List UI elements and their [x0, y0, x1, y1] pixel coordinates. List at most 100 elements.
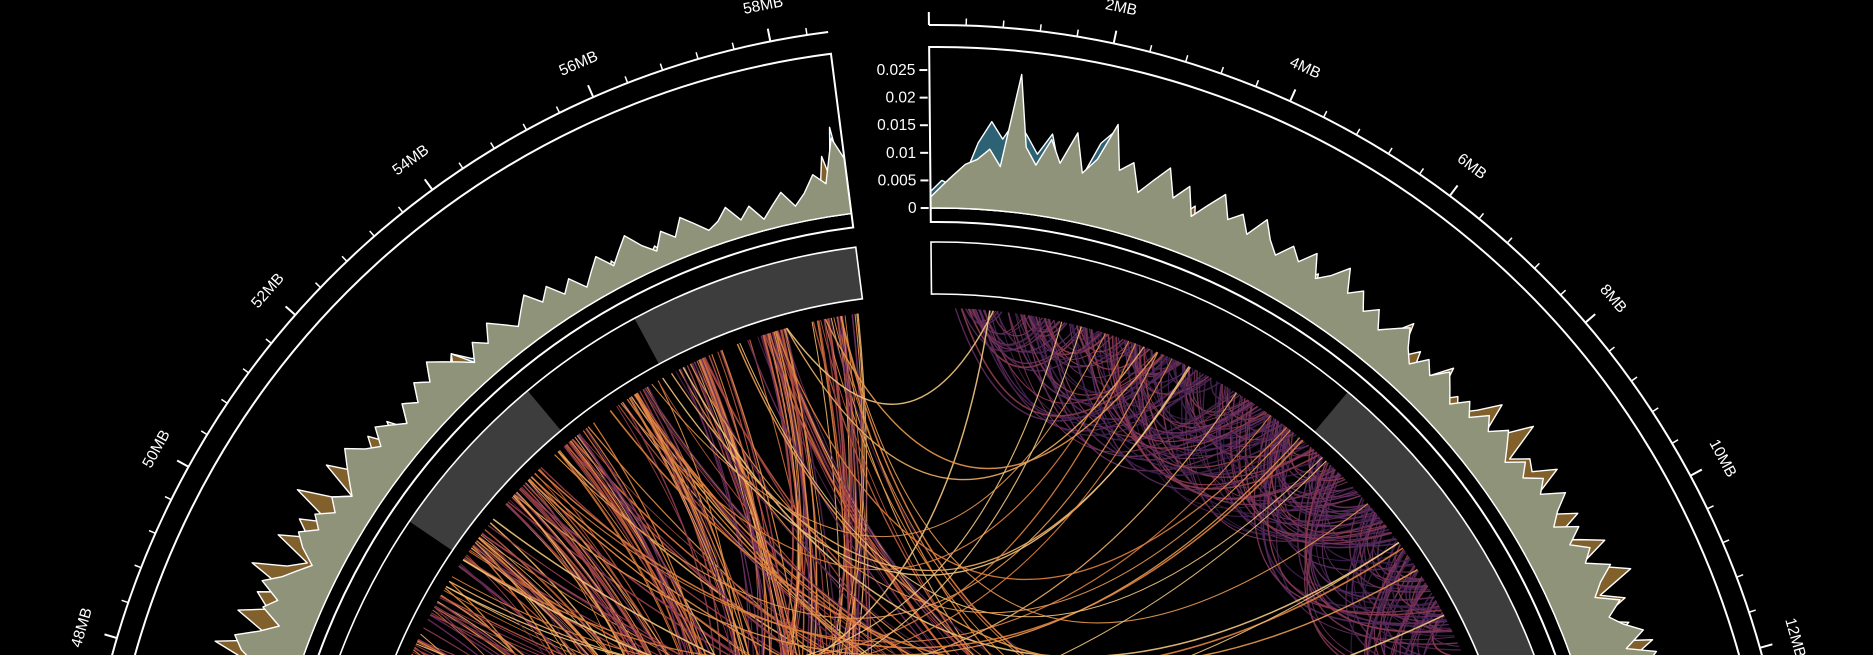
chord-link: [629, 397, 737, 655]
mb-minor-tick: [624, 76, 629, 84]
chord-link: [534, 415, 1272, 643]
chord-link: [1387, 539, 1430, 591]
mb-minor-tick: [265, 338, 272, 344]
chord-link: [774, 331, 813, 655]
mb-tick-label: 10MB: [1705, 437, 1739, 481]
axis-arc: [111, 30, 829, 655]
chord-link: [675, 370, 936, 655]
mb-major-tick: [1689, 468, 1703, 477]
chord-link: [839, 316, 860, 655]
chord-link: [1409, 606, 1440, 655]
mb-minor-tick: [1506, 237, 1513, 244]
chord-link: [982, 309, 1068, 353]
value-axis-label: 0.01: [886, 145, 916, 162]
chord-link: [489, 522, 612, 655]
value-axis-label: 0: [908, 200, 917, 217]
mb-minor-tick: [1722, 539, 1730, 544]
chord-link: [528, 479, 748, 655]
chord-link: [836, 316, 857, 655]
chord-link: [760, 335, 821, 655]
chord-link: [827, 318, 846, 655]
chord-link: [537, 439, 1304, 649]
mb-minor-tick: [397, 206, 404, 213]
chord-link: [829, 316, 851, 655]
mb-major-tick: [1112, 30, 1118, 44]
chord-link: [1236, 395, 1373, 522]
chord-link: [509, 499, 639, 655]
chord-link: [1226, 387, 1268, 420]
mb-minor-tick: [1748, 609, 1756, 613]
cross-links: [415, 310, 1445, 655]
chord-link: [530, 476, 781, 655]
chord-link: [525, 482, 652, 655]
value-axis: 0.025 0.02 0.015 0.01 0.005 0: [877, 62, 929, 217]
track-right: [928, 46, 1741, 655]
chord-link: [554, 352, 1159, 619]
chord-link: [700, 358, 789, 655]
chord-link: [557, 450, 818, 655]
band-piece-gray: [409, 390, 562, 551]
area-series-olive: [234, 137, 853, 655]
chord-link: [492, 518, 717, 655]
chord-link: [622, 402, 865, 655]
area-series-olive: [929, 73, 1658, 655]
chord-link: [540, 466, 784, 655]
chord-link: [557, 451, 681, 655]
chord-link: [700, 358, 764, 655]
chord-link: [515, 492, 639, 655]
chord-link: [763, 334, 794, 655]
mb-major-tick: [1584, 313, 1596, 324]
chord-link: [445, 321, 1063, 655]
chord-link: [487, 524, 682, 655]
chord-link: [577, 434, 690, 655]
mb-minor-tick: [695, 52, 699, 60]
chord-link: [634, 393, 744, 655]
mb-minor-tick: [242, 368, 250, 374]
chord-link: [481, 533, 682, 655]
chord-link: [622, 401, 854, 655]
value-axis-label: 0.025: [877, 62, 916, 79]
chord-link: [1075, 325, 1151, 370]
chord-link: [1393, 582, 1426, 655]
chord-link: [471, 547, 589, 655]
mb-minor-tick: [148, 529, 156, 535]
chord-link: [1391, 585, 1429, 655]
chord-link: [736, 343, 1418, 655]
track-box-border: [133, 52, 855, 655]
mb-minor-tick: [1149, 44, 1153, 53]
chord-link: [831, 316, 850, 655]
chord-link: [1405, 601, 1438, 655]
chord-link: [587, 426, 817, 655]
chord-link: [1130, 341, 1209, 395]
chord-link: [626, 398, 867, 655]
mb-minor-tick: [164, 495, 172, 501]
mb-minor-tick: [121, 599, 129, 604]
mb-minor-tick: [805, 27, 808, 36]
chord-link: [629, 397, 744, 655]
mb-minor-tick: [1533, 262, 1540, 269]
chord-link: [696, 360, 793, 655]
chord-link: [826, 315, 853, 655]
chord-link: [965, 308, 999, 325]
chord-link: [634, 394, 912, 655]
mb-tick-label: 4MB: [1287, 54, 1323, 83]
chord-link: [1391, 550, 1447, 621]
chord-link: [1353, 504, 1441, 610]
band-ring-left: [339, 246, 864, 655]
chord-link: [1014, 313, 1209, 428]
chord-link: [472, 545, 555, 655]
band-ring-layer: [339, 241, 1535, 655]
chord-link: [840, 315, 1025, 655]
chord-link: [1248, 402, 1359, 504]
band-piece-gray: [1314, 391, 1534, 655]
chord-link: [776, 330, 950, 655]
chord-link: [704, 356, 905, 655]
chord-link: [643, 388, 911, 655]
chord-link: [478, 537, 599, 655]
mb-major-tick: [1759, 643, 1773, 649]
chord-link: [1171, 358, 1221, 394]
chord-link: [818, 320, 858, 655]
chord-link: [620, 340, 1130, 571]
chord-link: [762, 334, 794, 655]
mb-tick-label: 12MB: [1781, 616, 1808, 655]
